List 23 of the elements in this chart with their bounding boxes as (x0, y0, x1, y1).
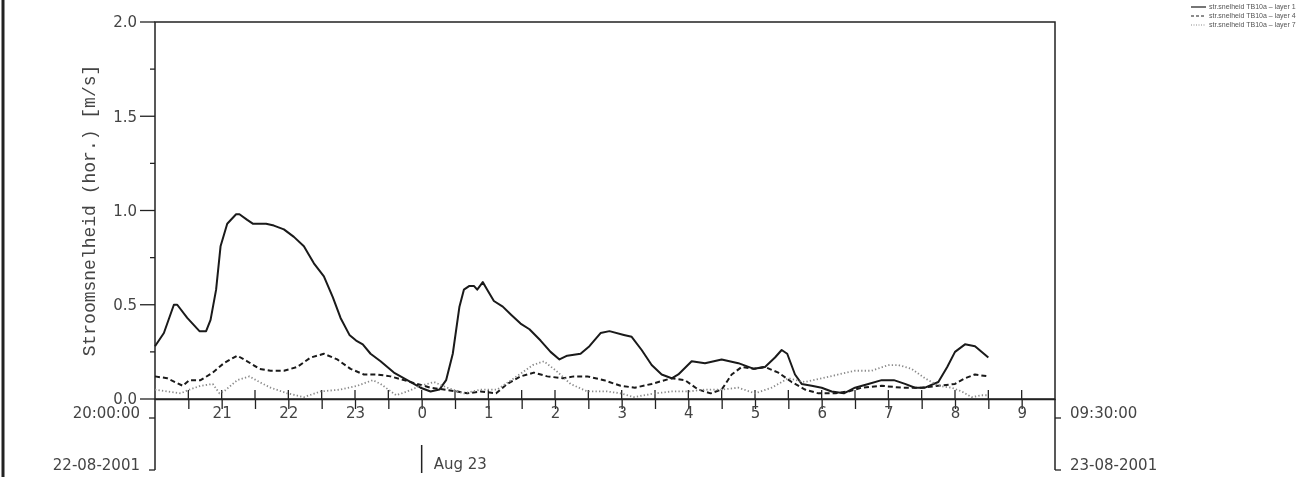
x-tick-label: 0 (417, 403, 427, 422)
text: 23-08-2001 (1070, 456, 1158, 474)
x-tick-label: 5 (750, 403, 761, 422)
x-tick-label: 8 (950, 403, 961, 422)
text: Aug 23 (433, 455, 487, 473)
y-tick-label: 0.5 (113, 296, 137, 314)
y-tick-label: 1.0 (113, 201, 137, 220)
x-tick-label: 22 (279, 403, 299, 422)
x-tick-label: 3 (617, 403, 627, 422)
y-axis-title: Stroomsnelheid (hor.) [m/s] (80, 64, 100, 357)
text: 09:30:00 (1070, 404, 1138, 422)
x-tick-label: 9 (1017, 403, 1027, 422)
text: 22-08-2001 (52, 456, 140, 474)
y-tick-label: 1.5 (113, 107, 137, 126)
x-tick-label: 7 (884, 403, 894, 422)
y-tick-label: 2.0 (113, 13, 137, 32)
x-tick-label: 1 (484, 403, 494, 422)
x-tick-label: 4 (684, 403, 694, 422)
x-tick-label: 23 (345, 403, 366, 422)
x-tick-label: 2 (550, 403, 561, 422)
line-series (154, 360, 990, 399)
x-tick-label: 6 (817, 403, 827, 422)
x-tick-label: 21 (212, 403, 232, 422)
